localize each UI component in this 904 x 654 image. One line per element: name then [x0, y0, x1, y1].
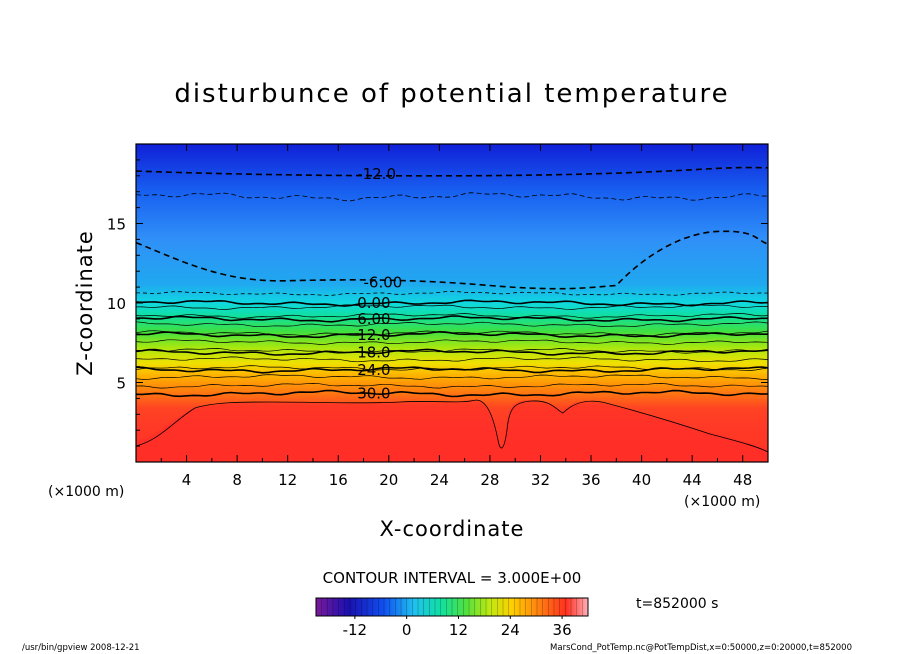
x-tick-label: 28: [480, 471, 499, 489]
contour-line-6.00: [136, 315, 768, 323]
colorbar-frame: [315, 597, 589, 617]
contour-label: 12.0: [357, 326, 390, 344]
x-tick-label: 24: [430, 471, 449, 489]
contour-label: 18.0: [357, 343, 390, 361]
contour-label: 0.00: [357, 294, 390, 312]
footer-right: MarsCond_PotTemp.nc@PotTempDist,x=0:5000…: [550, 643, 852, 653]
contour-line--6.00: [136, 230, 768, 290]
colorbar-tick-label: -12: [343, 621, 368, 639]
contour-line-minor: [136, 304, 768, 310]
x-tick-label: 48: [733, 471, 752, 489]
x-tick-label: 8: [232, 471, 242, 489]
contour-line-30.0: [136, 389, 768, 398]
contour-label: 6.00: [357, 310, 390, 328]
x-axis: 4 8 12 16 20 24 28 32 36 40 44 48: [160, 144, 752, 489]
colorbar-ticks: -12 0 12 24 36: [343, 616, 572, 639]
contour-interval-text: CONTOUR INTERVAL = 3.000E+00: [323, 569, 582, 587]
surface-contour: [136, 399, 768, 453]
x-tick-label: 12: [278, 471, 297, 489]
footer-left: /usr/bin/gpview 2008-12-21: [22, 643, 140, 653]
contour-line-minor: [136, 313, 768, 319]
contour-label: -12.0: [357, 165, 396, 183]
x-axis-label: X-coordinate: [380, 517, 525, 541]
contour-line-minor: [136, 339, 768, 345]
y-axis-label: Z-coordinate: [73, 230, 97, 376]
contour-line-minor: [136, 374, 768, 380]
contour-line-24.0: [136, 366, 768, 374]
x-tick-label: 16: [329, 471, 348, 489]
contour-label: -6.00: [364, 273, 403, 291]
x-tick-label: 32: [531, 471, 550, 489]
contour-line-minor: [136, 348, 768, 354]
x-tick-label: 4: [182, 471, 192, 489]
time-label: t=852000 s: [636, 596, 718, 612]
colorbar-tick-label: 24: [501, 621, 520, 639]
contour-label: 30.0: [357, 385, 390, 403]
contour-line-minor: [136, 321, 768, 328]
colorbar: -12 0 12 24 36: [315, 597, 589, 639]
contour-line-minor: [136, 383, 768, 389]
y-tick-label: 15: [107, 216, 126, 234]
colorbar-fill: [316, 598, 588, 616]
colorbar-tick-label: 36: [553, 621, 572, 639]
surface-warm-region: [136, 399, 768, 462]
contour-line-minor: [136, 356, 768, 363]
contour-line-minor: [136, 290, 768, 296]
contour-line-12.0: [136, 330, 768, 339]
colorbar-tick-label: 12: [449, 621, 468, 639]
x-tick-label: 44: [683, 471, 702, 489]
contour-label: 24.0: [357, 361, 390, 379]
y-tick-label: 5: [116, 375, 126, 393]
contour-line-18.0: [136, 348, 768, 356]
contour-line-minor: [136, 192, 768, 202]
y-axis: 5 10 15: [107, 159, 768, 447]
x-tick-label: 36: [581, 471, 600, 489]
colorbar-tick-label: 0: [402, 621, 412, 639]
x-tick-label: 40: [632, 471, 651, 489]
chart-title: disturbunce of potential temperature: [174, 79, 729, 109]
y-tick-label: 10: [107, 295, 126, 313]
y-axis-unit: (×1000 m): [48, 484, 124, 500]
x-axis-unit: (×1000 m): [684, 494, 760, 510]
x-tick-label: 20: [379, 471, 398, 489]
colorbar-steps: [321, 598, 583, 616]
contour-line-0.00: [136, 299, 768, 307]
